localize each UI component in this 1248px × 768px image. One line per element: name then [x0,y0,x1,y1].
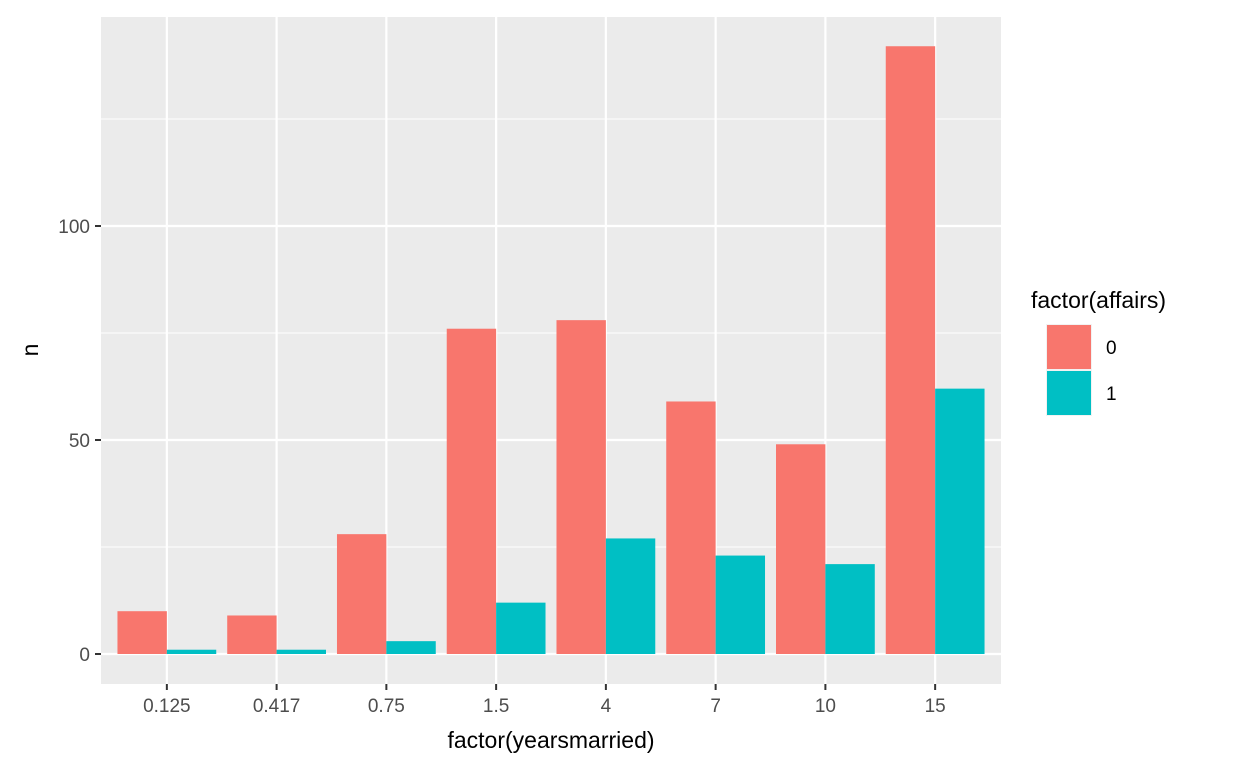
x-tick-label: 0.75 [368,696,405,717]
bars [117,46,985,655]
bar-series-0-15 [885,46,936,655]
x-tick-label: 4 [601,696,612,717]
legend-swatch-0 [1047,325,1091,369]
bar-series-1-0.75 [386,641,436,654]
legend-swatch-1 [1047,371,1091,415]
y-tick-label: 50 [69,431,90,452]
bar-series-1-0.417 [276,649,326,654]
minor-gridlines [101,118,1001,548]
x-axis-title: factor(yearsmarried) [447,727,654,753]
x-tick-label: 10 [815,696,836,717]
y-axis-title: n [17,344,43,357]
bar-series-0-1.5 [446,328,497,654]
legend: factor(affairs) 0 1 [1031,287,1166,416]
y-tick-label: 100 [58,217,90,238]
x-tick-label: 15 [925,696,946,717]
bar-series-0-0.75 [336,534,387,654]
y-tick-label: 0 [79,645,90,666]
x-tick-label: 0.417 [253,696,301,717]
x-tick-label: 7 [710,696,721,717]
bar-series-1-0.125 [166,649,217,654]
bar-series-0-0.417 [227,615,277,654]
legend-label-0: 0 [1106,338,1117,359]
bar-series-0-0.125 [117,611,167,654]
legend-label-1: 1 [1106,384,1117,405]
x-tick-label: 0.125 [143,696,191,717]
x-axis: 0.125 0.417 0.75 1.5 4 7 10 15 [143,684,946,717]
bar-series-0-7 [666,401,716,654]
bar-series-1-1.5 [496,602,546,654]
bar-series-0-4 [556,320,606,654]
y-axis: 0 50 100 [58,217,101,666]
bar-series-1-15 [935,388,985,654]
bar-series-0-10 [776,444,826,654]
legend-title: factor(affairs) [1031,287,1166,313]
bar-series-1-4 [605,538,656,654]
x-tick-label: 1.5 [483,696,509,717]
bar-series-1-10 [825,564,875,654]
bar-series-1-7 [715,555,766,654]
